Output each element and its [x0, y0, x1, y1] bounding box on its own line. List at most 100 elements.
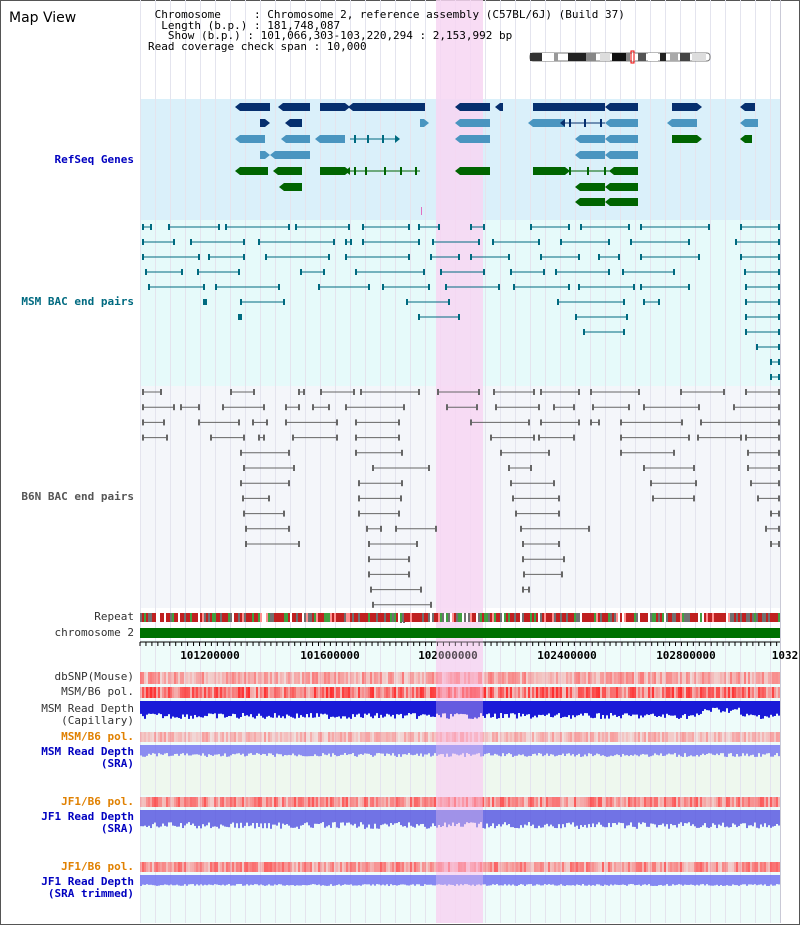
track-label-b6n-bac[interactable]: B6N BAC end pairs [21, 490, 134, 503]
b6n-bac-end [578, 389, 580, 395]
depth-bar [678, 875, 680, 885]
depth-bar [484, 810, 486, 829]
pol-band [486, 672, 488, 684]
track-label-jf1-pol-2[interactable]: JF1/B6 pol. [61, 860, 134, 873]
depth-bar [264, 745, 266, 755]
track-label-msm-bac[interactable]: MSM BAC end pairs [21, 295, 134, 308]
pol-band [752, 732, 754, 742]
depth-bar [552, 701, 554, 718]
b6n-bac-end [368, 541, 370, 547]
gene-body [610, 151, 638, 159]
pol-band [328, 862, 330, 872]
depth-bar [778, 701, 780, 716]
depth-bar [258, 701, 260, 714]
repeat-segment [664, 613, 666, 622]
depth-bar [160, 875, 162, 886]
gene-body [240, 103, 270, 111]
repeat-segment [574, 613, 576, 622]
pol-band [610, 732, 612, 742]
depth-bar [508, 875, 510, 885]
pol-band [460, 732, 462, 742]
track-label-repeat[interactable]: Repeat [94, 610, 134, 623]
depth-bar [286, 745, 288, 756]
depth-bar [346, 810, 348, 823]
gene-exon [367, 135, 369, 143]
b6n-bac-end [398, 510, 400, 517]
depth-bar [230, 810, 232, 824]
pol-band [312, 797, 314, 807]
repeat-segment [352, 613, 354, 622]
depth-bar [470, 810, 472, 823]
pol-band [592, 862, 594, 872]
track-label-msm-b6-pol[interactable]: MSM/B6 pol. [61, 685, 134, 698]
depth-bar [618, 810, 620, 823]
gene-arrow [528, 119, 533, 127]
depth-bar [744, 875, 746, 885]
depth-bar [704, 875, 706, 886]
depth-bar [422, 875, 424, 886]
repeat-segment [432, 613, 434, 622]
depth-bar [594, 745, 596, 756]
depth-bar [426, 745, 428, 755]
repeat-segment [386, 613, 388, 622]
pol-band [590, 672, 592, 684]
pol-band [240, 797, 242, 807]
pol-band [166, 687, 168, 698]
pol-band [574, 687, 576, 698]
depth-bar [364, 875, 366, 885]
pol-band [440, 732, 442, 742]
depth-bar [620, 745, 622, 757]
track-label-dbsnp[interactable]: dbSNP(Mouse) [54, 670, 134, 683]
depth-bar [572, 745, 574, 755]
repeat-segment [222, 613, 224, 622]
pol-band [648, 672, 650, 684]
depth-bar [648, 701, 650, 715]
pol-band [600, 687, 602, 698]
depth-bar [174, 745, 176, 754]
depth-bar [404, 701, 406, 716]
pol-band [522, 732, 524, 742]
depth-bar [648, 745, 650, 757]
pol-band [460, 862, 462, 872]
depth-bar [594, 875, 596, 886]
repeat-segment [362, 613, 364, 622]
track-label-jf1-depth-trim[interactable]: JF1 Read Depth [41, 875, 134, 888]
track-label-jf1-pol[interactable]: JF1/B6 pol. [61, 795, 134, 808]
depth-bar [514, 810, 516, 828]
depth-bar [776, 745, 778, 754]
pol-band [520, 797, 522, 807]
pol-band [720, 797, 722, 807]
pol-band [150, 687, 152, 698]
chromosome-bar [140, 628, 780, 638]
depth-bar [552, 875, 554, 885]
pol-band [662, 862, 664, 872]
track-label-jf1-depth-sra[interactable]: JF1 Read Depth [41, 810, 134, 823]
pol-band [648, 862, 650, 872]
depth-bar [670, 875, 672, 886]
depth-bar [472, 810, 474, 823]
pol-band [500, 687, 502, 698]
pol-band [396, 687, 398, 698]
pol-band [556, 862, 558, 872]
repeat-segment [770, 613, 772, 622]
track-label-refseq[interactable]: RefSeq Genes [54, 153, 134, 166]
pol-band [440, 687, 442, 698]
pol-band [344, 732, 346, 742]
track-label-msm-depth-sra[interactable]: MSM Read Depth [41, 745, 134, 758]
repeat-segment [144, 613, 146, 622]
track-label-msm-b6-pol-2[interactable]: MSM/B6 pol. [61, 730, 134, 743]
depth-bar [720, 745, 722, 754]
track-label-msm-depth-cap[interactable]: MSM Read Depth [41, 702, 134, 715]
depth-bar [612, 810, 614, 824]
depth-bar [730, 701, 732, 711]
pol-band [552, 672, 554, 684]
repeat-segment [384, 613, 386, 622]
depth-bar [494, 810, 496, 829]
depth-bar [428, 745, 430, 754]
depth-bar [362, 875, 364, 885]
pol-band [264, 687, 266, 698]
b6n-bac-end [312, 404, 314, 411]
pol-band [518, 797, 520, 807]
pol-band [206, 732, 208, 742]
pol-band [412, 862, 414, 872]
